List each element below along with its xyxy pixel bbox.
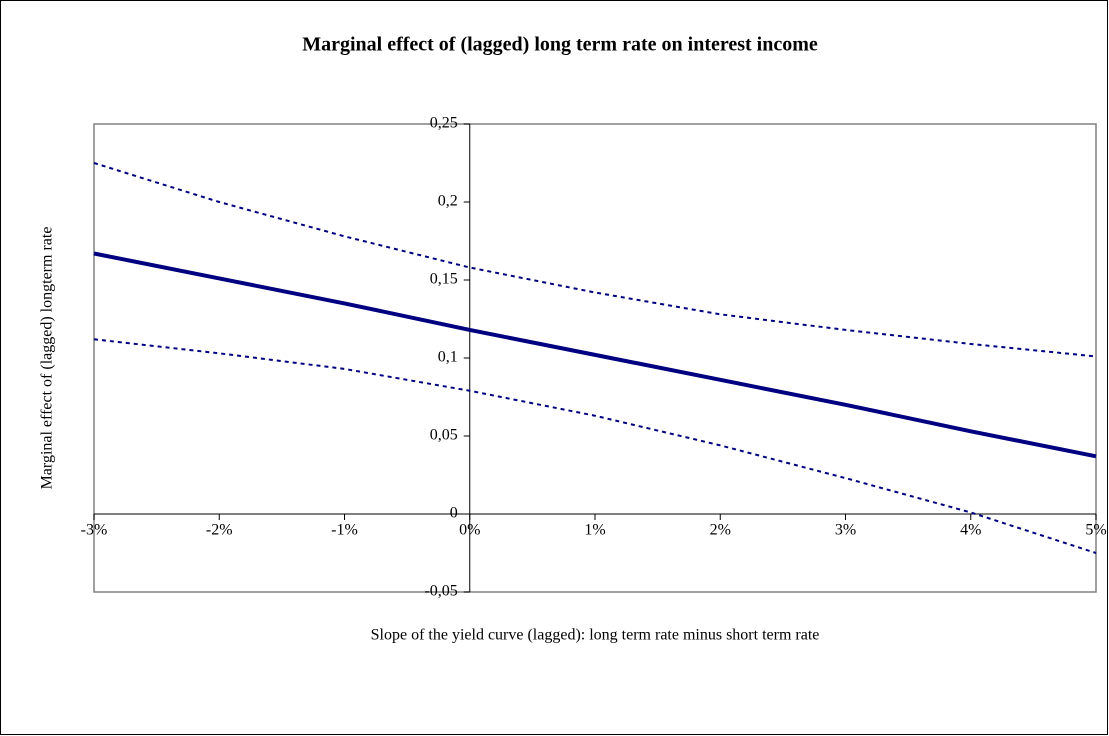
y-tick-label: 0,25 bbox=[430, 115, 458, 132]
x-tick-label: 5% bbox=[1085, 522, 1106, 539]
y-axis-title: Marginal effect of (lagged) longterm rat… bbox=[39, 227, 56, 490]
x-tick-label: 1% bbox=[584, 522, 605, 539]
x-tick-label: -1% bbox=[331, 522, 358, 539]
series-line bbox=[93, 251, 1097, 459]
y-tick-label: 0,2 bbox=[438, 193, 458, 210]
series-line bbox=[93, 338, 1097, 554]
x-tick-label: 3% bbox=[835, 522, 856, 539]
y-tick-label: -0,05 bbox=[424, 583, 457, 600]
x-tick-label: -3% bbox=[81, 522, 108, 539]
x-tick-label: 0% bbox=[459, 522, 480, 539]
x-tick-label: 4% bbox=[960, 522, 981, 539]
y-tick-label: 0,1 bbox=[438, 349, 458, 366]
y-tick-label: 0,15 bbox=[430, 271, 458, 288]
y-tick-label: 0,05 bbox=[430, 427, 458, 444]
y-tick-label: 0 bbox=[450, 505, 458, 522]
plot-area bbox=[93, 123, 1097, 593]
x-tick-label: 2% bbox=[710, 522, 731, 539]
chart-title: Marginal effect of (lagged) long term ra… bbox=[302, 34, 818, 56]
x-tick-label: -2% bbox=[206, 522, 233, 539]
x-axis-title: Slope of the yield curve (lagged): long … bbox=[371, 627, 820, 644]
